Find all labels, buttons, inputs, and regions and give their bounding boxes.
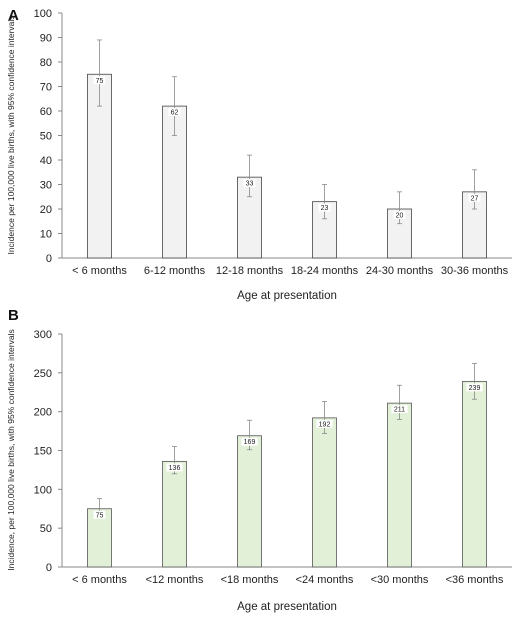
x-tick-label: 6-12 months <box>144 265 206 277</box>
x-tick-label: <18 months <box>221 574 279 586</box>
data-label-bg <box>243 179 256 188</box>
y-tick-label: 150 <box>34 446 52 458</box>
bar <box>237 435 262 568</box>
y-tick-label: 50 <box>40 131 52 143</box>
data-label-bg <box>393 211 406 219</box>
bar <box>162 105 187 259</box>
y-tick-label: 0 <box>46 253 52 265</box>
data-label-bg <box>318 203 331 212</box>
y-tick-label: 40 <box>40 155 52 167</box>
data-label: 75 <box>96 512 104 519</box>
y-tick-label: 20 <box>40 204 52 216</box>
y-tick-label: 70 <box>40 82 52 94</box>
bar <box>387 402 412 568</box>
y-tick-label: 0 <box>46 562 52 574</box>
data-label-bg <box>391 405 408 414</box>
data-label-bg <box>93 76 106 85</box>
data-label-bg <box>168 108 181 117</box>
bar <box>162 460 187 568</box>
y-axis-title: Incidence, per 100,000 live births, with… <box>6 329 16 570</box>
y-tick-label: 100 <box>34 484 52 496</box>
data-label: 75 <box>96 78 104 85</box>
data-label-bg <box>93 510 106 519</box>
data-label: 33 <box>246 181 254 188</box>
data-label: 62 <box>171 110 179 117</box>
y-tick-label: 10 <box>40 229 52 241</box>
x-tick-label: <36 months <box>446 574 504 586</box>
y-axis-title: Incidence per 100,000 live births, with … <box>6 15 16 254</box>
data-label: 169 <box>244 439 256 446</box>
y-tick-label: 50 <box>40 523 52 535</box>
x-tick-label: 18-24 months <box>291 265 359 277</box>
y-tick-label: 200 <box>34 407 52 419</box>
x-tick-label: <24 months <box>296 574 354 586</box>
x-tick-label: <30 months <box>371 574 429 586</box>
data-label-bg <box>241 437 258 446</box>
panel-label: A <box>8 7 19 24</box>
x-tick-label: 30-36 months <box>441 265 509 277</box>
y-tick-label: 30 <box>40 180 52 192</box>
data-label-bg <box>166 463 183 472</box>
x-tick-label: 12-18 months <box>216 265 284 277</box>
data-label: 20 <box>396 213 404 220</box>
y-tick-label: 60 <box>40 106 52 118</box>
data-label: 211 <box>394 407 405 414</box>
chart-panel-a: A 0 10 20 30 40 50 60 70 80 90 100 75 < 6 months 62 6-1… <box>6 7 512 302</box>
y-tick-label: 80 <box>40 57 52 69</box>
data-label-bg <box>466 383 483 392</box>
data-label-bg <box>316 419 333 428</box>
chart-panel-b: B 0 50 100 150 200 250 300 75 < 6 months 136 <12 mo… <box>6 307 512 613</box>
x-tick-label: 24-30 months <box>366 265 434 277</box>
x-tick-label: < 6 months <box>72 265 127 277</box>
bar <box>312 417 337 568</box>
x-tick-label: <12 months <box>146 574 204 586</box>
y-tick-label: 250 <box>34 368 52 380</box>
y-tick-label: 90 <box>40 33 52 45</box>
x-axis-title: Age at presentation <box>237 601 337 613</box>
y-tick-label: 300 <box>34 329 52 341</box>
data-label: 27 <box>471 195 479 202</box>
x-axis-title: Age at presentation <box>237 290 337 302</box>
data-label: 239 <box>469 385 481 392</box>
data-label: 23 <box>321 205 329 212</box>
y-tick-label: 100 <box>34 8 52 20</box>
data-label: 192 <box>319 421 331 428</box>
data-label: 136 <box>169 465 181 472</box>
data-label-bg <box>468 193 481 202</box>
panel-label: B <box>8 307 19 324</box>
bar <box>462 380 487 568</box>
x-tick-label: < 6 months <box>72 574 127 586</box>
